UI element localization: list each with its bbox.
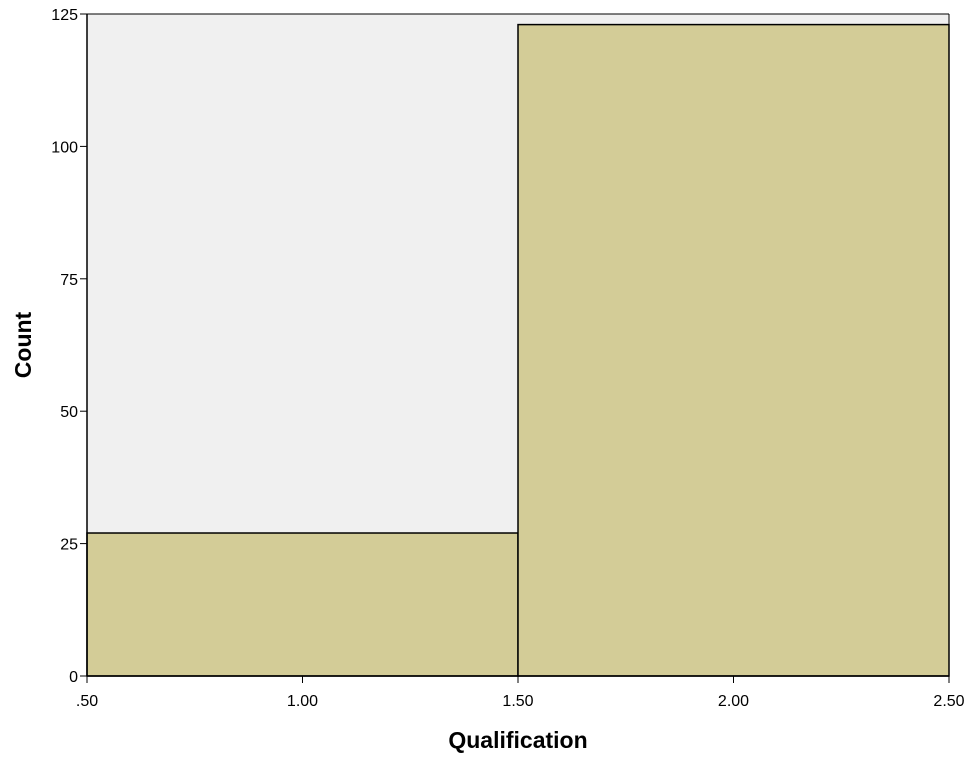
- x-tick-label: .50: [76, 693, 98, 710]
- y-tick-label: 0: [69, 669, 78, 686]
- y-axis-title: Count: [10, 311, 36, 378]
- x-tick-label: 2.00: [718, 693, 749, 710]
- x-axis-title: Qualification: [448, 727, 587, 753]
- x-tick-label: 1.00: [287, 693, 318, 710]
- x-axis-ticks: .50 1.00 1.50 2.00 2.50: [76, 676, 965, 710]
- y-tick-label: 75: [60, 272, 78, 289]
- x-tick-label: 2.50: [933, 693, 964, 710]
- y-tick-label: 125: [51, 7, 78, 24]
- bars-group: [86, 23, 950, 677]
- y-tick-label: 50: [60, 404, 78, 421]
- histogram-bar-2: [517, 23, 950, 677]
- x-tick-label: 1.50: [502, 693, 533, 710]
- y-axis-ticks: 0 25 50 75 100 125: [51, 7, 87, 686]
- y-tick-label: 25: [60, 537, 78, 554]
- y-tick-label: 100: [51, 139, 78, 156]
- histogram-bar-1: [86, 532, 519, 677]
